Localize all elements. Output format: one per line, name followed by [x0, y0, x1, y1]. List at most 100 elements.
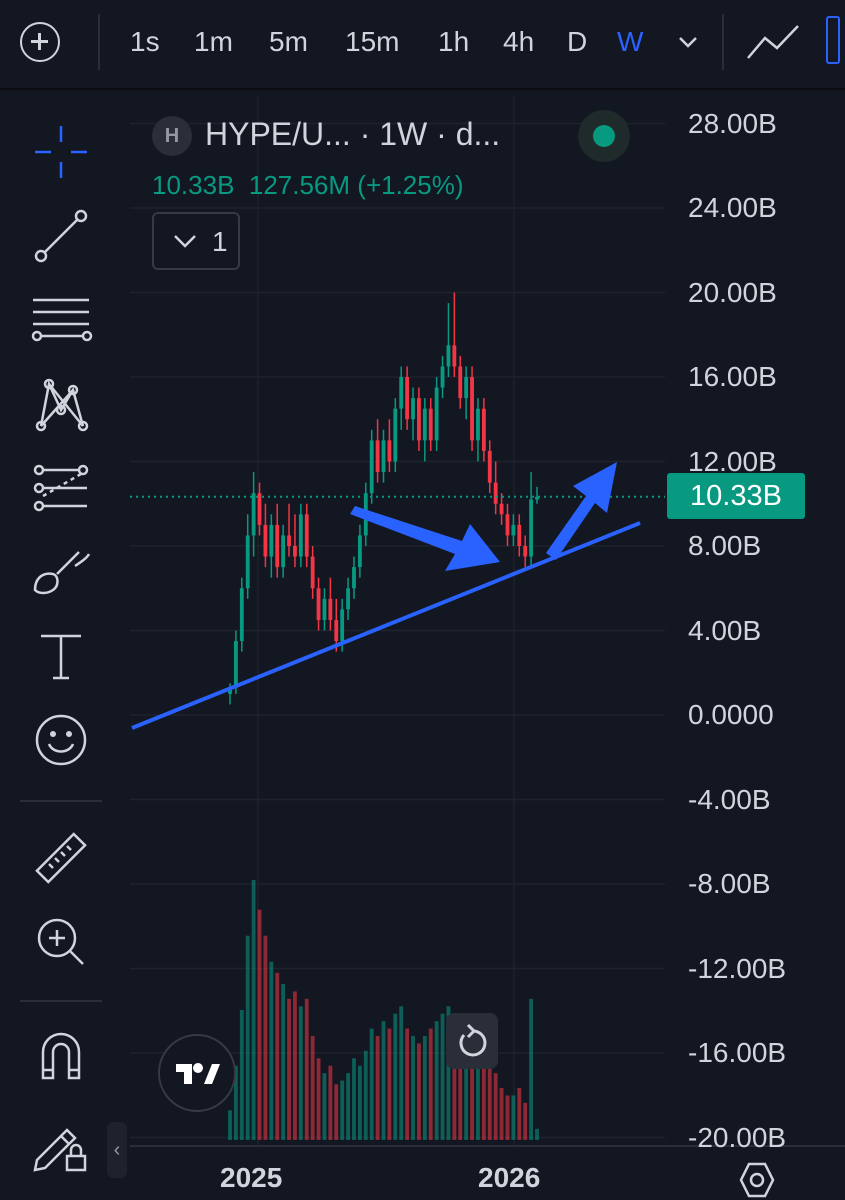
- projection-icon[interactable]: [27, 454, 95, 522]
- brush-icon[interactable]: [27, 538, 95, 606]
- settings-icon[interactable]: [737, 1160, 777, 1200]
- volume-bar: [357, 1065, 362, 1140]
- line-chart-icon[interactable]: [745, 22, 801, 62]
- zoom-in-icon[interactable]: [27, 908, 95, 976]
- timeframe-1h[interactable]: 1h: [438, 26, 470, 57]
- candle-body: [458, 366, 463, 399]
- candle-body: [411, 398, 415, 420]
- fib-lines-icon[interactable]: [27, 286, 95, 354]
- volume-bar: [493, 1073, 498, 1140]
- volume-bar: [428, 1028, 433, 1140]
- timeframe-1m[interactable]: 1m: [194, 26, 233, 57]
- legend-values: 10.33B 127.56M (+1.25%): [152, 170, 464, 201]
- candle-body: [499, 503, 504, 515]
- chart-canvas[interactable]: [130, 96, 845, 1200]
- volume-bar: [352, 1058, 356, 1140]
- market-status[interactable]: [578, 110, 630, 162]
- volume-bar: [363, 1050, 368, 1140]
- text-icon[interactable]: [27, 622, 95, 690]
- timeframe-4h[interactable]: 4h: [503, 26, 535, 57]
- reset-icon: [459, 1023, 487, 1057]
- volume-bar: [452, 1021, 457, 1140]
- candle-body: [393, 408, 398, 462]
- emoji-icon[interactable]: [27, 706, 95, 774]
- volume-bar: [293, 991, 297, 1140]
- candle-body: [476, 408, 480, 441]
- indicators-count: 1: [212, 226, 228, 257]
- volume-bar: [328, 1065, 333, 1140]
- volume-bar: [263, 935, 268, 1140]
- time-label-2025: 2025: [220, 1162, 283, 1193]
- candle-body: [269, 524, 274, 557]
- volume-bar: [511, 1095, 516, 1140]
- candle-body: [369, 440, 374, 494]
- symbol-logo: H: [152, 116, 192, 156]
- timeframe-w[interactable]: W: [617, 26, 644, 57]
- volume-bar: [505, 1095, 510, 1140]
- price-label: -20.00B: [688, 1121, 787, 1153]
- candle-body: [352, 567, 356, 589]
- candle-body: [470, 377, 474, 441]
- volume-bar: [411, 1036, 415, 1140]
- volume-bar: [310, 1036, 315, 1140]
- candle-body: [517, 524, 522, 546]
- timeframe-1s[interactable]: 1s: [130, 26, 160, 57]
- candle-body: [487, 450, 492, 483]
- candle-body: [505, 514, 510, 536]
- lock-pencil-icon[interactable]: [27, 1110, 95, 1178]
- candle-body: [245, 535, 250, 589]
- chevron-down-icon: [174, 235, 196, 248]
- collapse-toolbar-button[interactable]: ‹: [107, 1122, 127, 1178]
- volume-bar: [481, 1050, 486, 1140]
- pattern-icon[interactable]: [27, 370, 95, 438]
- timeframe-5m[interactable]: 5m: [269, 26, 308, 57]
- volume-bar: [476, 1058, 480, 1140]
- candle-body: [399, 377, 404, 409]
- volume-bar: [529, 998, 534, 1140]
- candle-body: [357, 535, 362, 568]
- indicators-toggle-button[interactable]: 1: [152, 212, 240, 270]
- toolbar-bottom-border: [0, 88, 845, 90]
- candle-body: [535, 496, 539, 500]
- chevron-down-icon[interactable]: [676, 30, 700, 54]
- price-label: -8.00B: [688, 868, 771, 899]
- trend-line-drawing: [131, 521, 641, 730]
- trend-line-icon[interactable]: [27, 202, 95, 270]
- candle-body: [405, 377, 410, 420]
- timeframe-15m[interactable]: 15m: [345, 26, 400, 57]
- volume-bar: [405, 1028, 410, 1140]
- ruler-icon[interactable]: [27, 824, 95, 892]
- magnet-icon[interactable]: [27, 1022, 95, 1090]
- volume-bar: [369, 1028, 374, 1140]
- volume-bar: [517, 1088, 522, 1140]
- candle-body: [346, 588, 350, 610]
- volume-bar: [523, 1102, 528, 1140]
- price-label: 28.00B: [688, 107, 777, 139]
- volume-bar: [464, 1036, 469, 1140]
- volume-bar: [393, 1013, 398, 1140]
- reset-chart-button[interactable]: [446, 1013, 498, 1069]
- candle-body: [239, 588, 244, 642]
- volume-bar: [346, 1073, 350, 1140]
- price-label: 8.00B: [688, 530, 762, 561]
- price-label: 0.0000: [688, 699, 774, 730]
- tradingview-logo[interactable]: [158, 1034, 236, 1112]
- plus-circle-icon[interactable]: [20, 22, 60, 62]
- candle-body: [287, 535, 291, 546]
- volume-bar: [304, 998, 309, 1140]
- candle-body: [316, 588, 321, 620]
- volume-bar: [275, 972, 280, 1140]
- volume-bar: [375, 1036, 380, 1140]
- symbol-title[interactable]: HYPE/U... · 1W · d...: [205, 116, 501, 152]
- chart-area[interactable]: [130, 96, 845, 1200]
- volume-bar: [470, 1043, 474, 1140]
- volume-bar: [251, 880, 256, 1140]
- candle-body: [281, 535, 286, 568]
- volume-bar: [239, 1010, 244, 1140]
- candle-body: [228, 687, 232, 694]
- down-arrow-drawing: [350, 506, 500, 571]
- candle-type-icon[interactable]: [826, 16, 840, 64]
- crosshair-icon[interactable]: [27, 118, 95, 186]
- timeframe-d[interactable]: D: [567, 26, 588, 57]
- volume-bar: [281, 984, 286, 1140]
